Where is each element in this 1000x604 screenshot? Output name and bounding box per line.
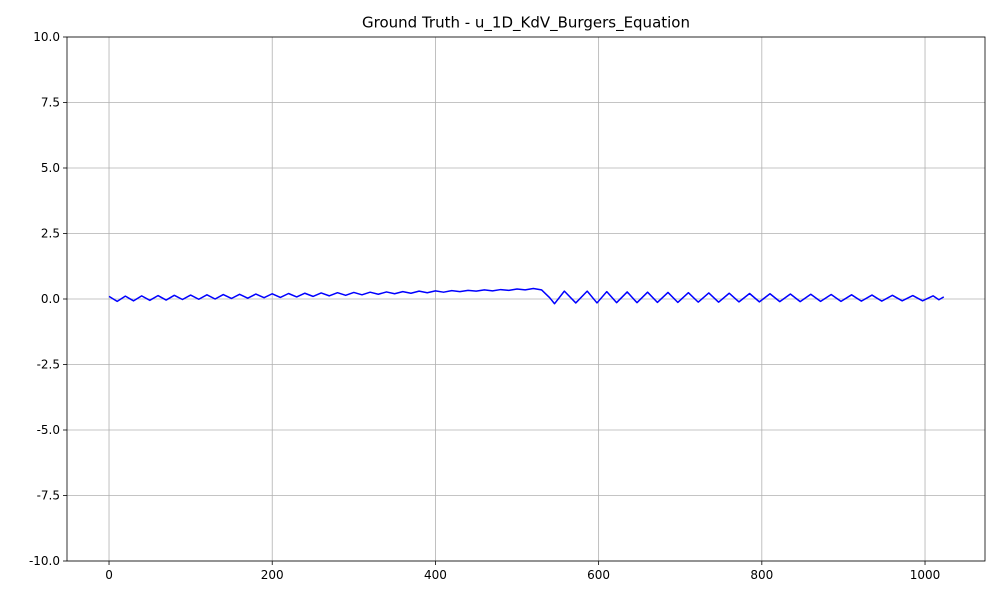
y-tick-label: -7.5	[37, 489, 60, 503]
x-tick-label: 400	[424, 568, 447, 582]
y-tick-label: 7.5	[41, 96, 60, 110]
x-tick-label: 0	[105, 568, 113, 582]
y-tick-label: 0.0	[41, 292, 60, 306]
chart-title: Ground Truth - u_1D_KdV_Burgers_Equation	[362, 14, 690, 33]
y-tick-label: -2.5	[37, 358, 60, 372]
y-tick-label: -10.0	[29, 554, 60, 568]
x-tick-label: 1000	[910, 568, 941, 582]
y-tick-label: -5.0	[37, 423, 60, 437]
plot-frame	[66, 36, 986, 562]
y-tick-label: 10.0	[33, 30, 60, 44]
y-tick-label: 2.5	[41, 227, 60, 241]
data-line	[108, 287, 945, 305]
x-tick-label: 800	[750, 568, 773, 582]
x-tick-label: 600	[587, 568, 610, 582]
y-tick-label: 5.0	[41, 161, 60, 175]
x-tick-label: 200	[261, 568, 284, 582]
